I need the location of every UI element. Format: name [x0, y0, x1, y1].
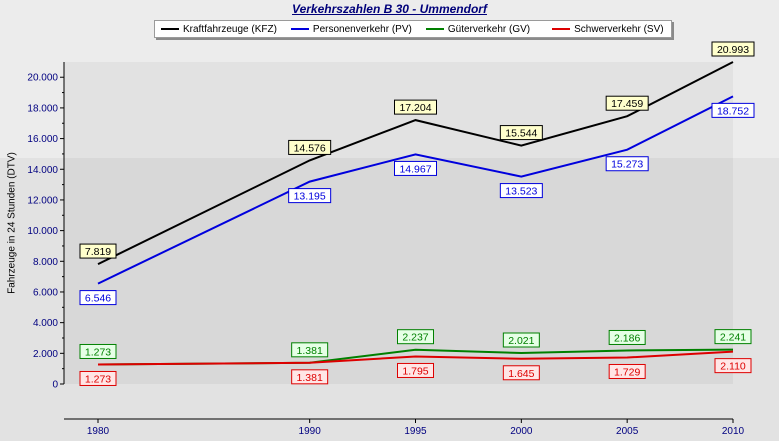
y-tick-label: 10.000 [27, 226, 58, 237]
data-label-sv: 2.110 [720, 361, 746, 373]
data-label-sv: 1.795 [402, 365, 428, 377]
y-tick-label: 2.000 [33, 349, 58, 360]
legend-swatch-kfz [161, 28, 179, 30]
data-label-sv: 1.381 [297, 372, 323, 384]
data-label-kfz-box [79, 243, 117, 259]
data-label-gv-box [502, 332, 540, 348]
data-label-pv: 15.273 [611, 159, 643, 171]
legend-label-kfz: Kraftfahrzeuge (KFZ) [183, 23, 277, 35]
data-label-kfz-box [394, 99, 437, 115]
data-label-pv: 6.546 [85, 293, 111, 305]
data-label-kfz: 17.459 [611, 98, 643, 110]
data-label-gv: 2.237 [402, 332, 428, 344]
y-tick-label: 6.000 [33, 287, 58, 298]
data-label-pv-box [605, 156, 649, 172]
chart-legend: Kraftfahrzeuge (KFZ) Personenverkehr (PV… [154, 20, 672, 38]
y-tick-label: 20.000 [27, 73, 58, 84]
data-label-pv: 13.195 [294, 191, 326, 203]
data-label-gv-box [608, 329, 646, 345]
data-label-gv-box [397, 329, 434, 345]
series-line-sv [97, 350, 734, 366]
data-label-kfz: 20.993 [717, 44, 749, 56]
y-tick-label: 16.000 [27, 134, 58, 145]
data-label-sv: 1.645 [508, 368, 534, 380]
legend-swatch-sv [552, 28, 571, 30]
legend-label-pv: Personenverkehr (PV) [312, 23, 412, 35]
x-tick-label: 1980 [87, 426, 110, 437]
data-label-kfz-box [605, 95, 649, 111]
data-label-gv: 2.021 [508, 335, 534, 347]
data-label-pv: 14.967 [399, 163, 431, 175]
y-tick-label: 4.000 [33, 318, 58, 329]
data-label-gv: 1.381 [297, 345, 323, 357]
data-label-sv-box [502, 365, 540, 381]
data-label-gv: 2.241 [720, 332, 746, 344]
x-tick-label: 1990 [299, 426, 322, 437]
legend-item-pv: Personenverkehr (PV) [290, 23, 412, 35]
data-label-kfz-box [711, 41, 755, 57]
data-label-gv: 2.186 [614, 332, 640, 344]
legend-swatch-pv [290, 28, 309, 30]
data-label-pv: 18.752 [717, 105, 749, 117]
data-label-sv: 1.273 [85, 373, 111, 385]
data-label-sv-box [79, 370, 117, 386]
data-label-sv-box [608, 363, 646, 379]
y-tick-label: 0 [52, 380, 58, 391]
data-label-gv-box [714, 329, 752, 345]
y-tick-label: 18.000 [27, 103, 58, 114]
data-label-gv-box [291, 342, 329, 358]
legend-label-sv: Schwerverkehr (SV) [574, 23, 664, 35]
legend-swatch-gv [425, 28, 444, 30]
legend-label-gv: Güterverkehr (GV) [447, 23, 531, 35]
data-label-sv-box [397, 362, 434, 378]
data-label-sv: 1.729 [614, 366, 640, 378]
data-label-sv-box [714, 358, 752, 374]
data-label-kfz: 14.576 [294, 142, 326, 154]
x-tick-label: 2005 [616, 426, 639, 437]
x-tick-label: 2010 [722, 426, 745, 437]
data-label-gv: 1.273 [85, 346, 111, 358]
data-label-pv: 13.523 [505, 186, 537, 198]
data-label-pv-box [711, 102, 755, 118]
y-tick-label: 8.000 [33, 257, 58, 268]
legend-item-kfz: Kraftfahrzeuge (KFZ) [161, 24, 277, 35]
y-tick-label: 12.000 [27, 195, 58, 206]
data-label-pv-box [394, 160, 437, 176]
x-tick-label: 2000 [510, 426, 533, 437]
data-label-kfz-box [288, 139, 332, 155]
series-line-pv [97, 95, 734, 285]
data-label-pv-box [79, 290, 117, 306]
legend-item-gv: Güterverkehr (GV) [425, 23, 531, 35]
plot-area-lower [64, 158, 733, 384]
chart-title: Verkehrszahlen B 30 - Ummendorf [292, 2, 487, 16]
data-label-kfz: 15.544 [505, 128, 537, 140]
data-label-pv-box [288, 188, 332, 204]
data-label-kfz: 17.204 [399, 102, 431, 114]
data-label-gv-box [79, 343, 117, 359]
legend-item-sv: Schwerverkehr (SV) [552, 23, 664, 35]
y-tick-label: 14.000 [27, 165, 58, 176]
data-label-sv-box [291, 369, 329, 385]
data-label-kfz: 7.819 [85, 246, 111, 258]
data-label-pv-box [499, 183, 543, 199]
data-label-kfz-box [499, 125, 543, 141]
x-tick-label: 1995 [404, 426, 427, 437]
